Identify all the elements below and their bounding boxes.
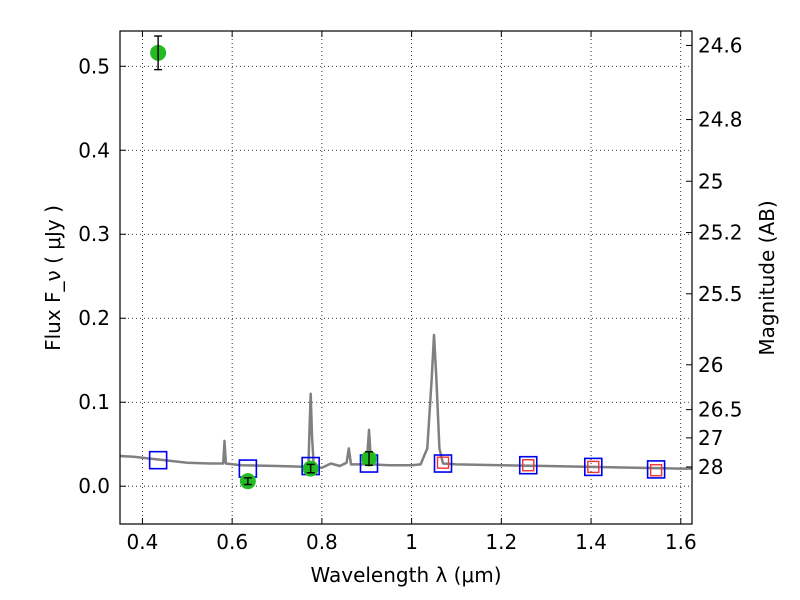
magnitude-tick-label: 24.8 — [698, 108, 743, 132]
y-axis-ticks: 0.0 0.1 0.2 0.3 0.4 0.5 — [78, 54, 126, 498]
model-photometry-square-blue — [518, 455, 538, 475]
y-tick-label: 0.4 — [78, 138, 110, 162]
y-axis-title-left: Flux F_ν ( μJy ) — [41, 205, 65, 351]
model-photometry-square-red — [436, 456, 450, 469]
grid-lines — [120, 31, 692, 524]
y-tick-label: 0.2 — [78, 306, 110, 330]
plot-frame — [119, 30, 693, 525]
x-tick-label: 1.6 — [665, 530, 697, 554]
x-tick-label: 0.6 — [216, 530, 248, 554]
magnitude-tick-label: 25.2 — [698, 221, 743, 245]
x-tick-label: 1 — [405, 530, 418, 554]
y-tick-label: 0.0 — [78, 474, 110, 498]
magnitude-tick-label: 25.5 — [698, 282, 743, 306]
y-tick-label: 0.5 — [78, 54, 110, 78]
model-photometry-square-blue — [433, 454, 453, 473]
magnitude-tick-label: 28 — [698, 455, 723, 479]
x-tick-label: 0.4 — [127, 530, 159, 554]
x-axis-title: Wavelength λ (μm) — [310, 563, 501, 587]
y-tick-label: 0.1 — [78, 390, 110, 414]
magnitude-tick-label: 24.6 — [698, 33, 743, 57]
magnitude-tick-label: 26 — [698, 353, 723, 377]
model-photometry-square-blue — [584, 457, 603, 477]
model-photometry-square-red — [649, 464, 663, 477]
magnitude-axis-ticks: 24.6 24.8 25 25.2 25.5 26 26.5 27 28 — [686, 33, 743, 479]
x-tick-label: 0.8 — [306, 530, 338, 554]
model-photometry-square-red — [522, 459, 535, 472]
y-axis-title-right: Magnitude (AB) — [755, 200, 779, 355]
model-photometry-square-blue — [646, 460, 666, 479]
model-spectrum-line — [119, 333, 692, 470]
model-photometry-square-red — [587, 460, 600, 474]
magnitude-tick-label: 27 — [698, 426, 723, 450]
observed-photometry — [150, 35, 377, 490]
model-spectrum — [119, 333, 692, 470]
x-tick-label: 1.4 — [575, 530, 607, 554]
x-tick-label: 1.2 — [485, 530, 517, 554]
x-axis-ticks: 0.4 0.6 0.8 1 1.2 1.4 1.6 — [127, 31, 697, 554]
model-photometry-square-blue — [148, 450, 168, 470]
model-photometry-red — [436, 456, 663, 477]
magnitude-tick-label: 25 — [698, 169, 723, 193]
y-tick-label: 0.3 — [78, 222, 110, 246]
magnitude-tick-label: 26.5 — [698, 398, 743, 422]
